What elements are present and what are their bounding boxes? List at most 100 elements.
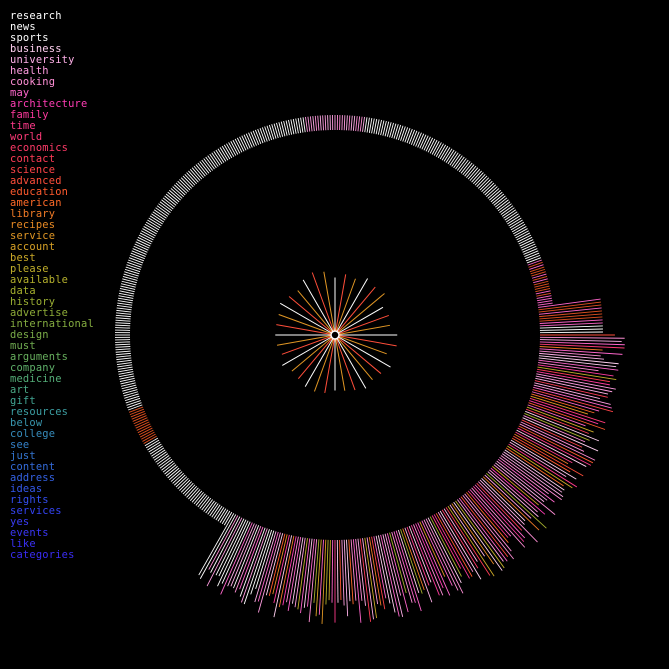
ring-spoke [348, 115, 351, 131]
legend-item-history[interactable]: history [10, 296, 56, 308]
ring-spoke [522, 245, 537, 253]
ring-spoke [375, 535, 391, 604]
ring-spoke [136, 423, 151, 431]
legend-item-arguments[interactable]: arguments [10, 351, 69, 363]
legend-item-categories[interactable]: categories [10, 549, 75, 561]
legend-item-data[interactable]: data [10, 285, 36, 297]
ring-spoke [482, 182, 495, 194]
legend-item-business[interactable]: business [10, 43, 62, 55]
legend-item-contact[interactable]: contact [10, 153, 56, 165]
ring-spoke [535, 290, 551, 295]
ring-spoke [297, 538, 308, 610]
ring-spoke [120, 283, 136, 288]
ring-spoke [115, 343, 131, 346]
legend-item-gift[interactable]: gift [10, 395, 36, 407]
ring-spoke [264, 126, 270, 141]
ring-spoke [532, 389, 614, 413]
legend-item-below[interactable]: below [10, 417, 43, 429]
legend-item-available[interactable]: available [10, 274, 69, 286]
legend-item-account[interactable]: account [10, 241, 56, 253]
legend-item-events[interactable]: events [10, 527, 49, 539]
ring-spoke [159, 458, 173, 469]
legend-item-best[interactable]: best [10, 252, 36, 264]
ring-spoke [359, 538, 372, 622]
ring-spoke [272, 534, 288, 595]
legend-item-science[interactable]: science [10, 164, 56, 176]
ring-spoke [203, 158, 214, 171]
legend-item-resources[interactable]: resources [10, 406, 69, 418]
legend-item-rights[interactable]: rights [10, 494, 49, 506]
burst-spoke [334, 334, 397, 347]
ring-spoke [118, 295, 134, 299]
ring-spoke [131, 250, 146, 257]
burst-spoke [334, 334, 382, 374]
ring-spoke [180, 481, 193, 493]
ring-spoke [509, 441, 567, 478]
legend-item-research[interactable]: research [10, 10, 62, 22]
legend-item-like[interactable]: like [10, 538, 36, 550]
ring-spoke [435, 143, 444, 157]
legend-item-time[interactable]: time [10, 120, 36, 132]
legend-item-service[interactable]: service [10, 230, 56, 242]
ring-spoke [170, 188, 183, 199]
ring-spoke [538, 298, 601, 308]
ring-spoke [215, 507, 225, 521]
ring-spoke [135, 241, 150, 249]
burst-spoke [334, 334, 373, 381]
legend-item-advanced[interactable]: advanced [10, 175, 62, 187]
legend-item-library[interactable]: library [10, 208, 56, 220]
ring-spoke [486, 472, 547, 529]
ring-spoke [134, 419, 149, 427]
legend-item-please[interactable]: please [10, 263, 49, 275]
ring-spoke [129, 408, 145, 416]
ring-spoke [380, 534, 400, 617]
ring-spoke [467, 490, 509, 538]
legend-item-services[interactable]: services [10, 505, 62, 517]
legend-item-see[interactable]: see [10, 439, 30, 451]
ring-spoke [226, 143, 235, 157]
ring-spoke [115, 350, 131, 353]
legend-item-american[interactable]: american [10, 197, 62, 209]
legend-item-address[interactable]: address [10, 472, 56, 484]
ring-spoke [122, 276, 138, 281]
ring-spoke [142, 228, 156, 237]
legend-item-recipes[interactable]: recipes [10, 219, 56, 231]
legend-item-may[interactable]: may [10, 87, 30, 99]
ring-spoke [169, 189, 181, 201]
ring-spoke [205, 500, 215, 514]
legend-item-company[interactable]: company [10, 362, 56, 374]
legend-item-news[interactable]: news [10, 21, 36, 33]
legend-item-sports[interactable]: sports [10, 32, 49, 44]
legend-item-cooking[interactable]: cooking [10, 76, 56, 88]
legend-item-economics[interactable]: economics [10, 142, 69, 154]
legend-item-content[interactable]: content [10, 461, 56, 473]
ring-spoke [145, 439, 160, 449]
ring-spoke [537, 364, 614, 377]
legend-item-just[interactable]: just [10, 450, 36, 462]
ring-spoke [128, 404, 143, 411]
ring-spoke [158, 456, 171, 467]
legend-item-architecture[interactable]: architecture [10, 98, 88, 110]
legend-item-medicine[interactable]: medicine [10, 373, 62, 385]
ring-spoke [481, 477, 526, 522]
legend-item-design[interactable]: design [10, 329, 49, 341]
legend-item-university[interactable]: university [10, 54, 75, 66]
ring-spoke [497, 201, 511, 212]
ring-spoke [211, 152, 221, 166]
legend-item-yes[interactable]: yes [10, 516, 30, 528]
legend-item-must[interactable]: must [10, 340, 36, 352]
legend-item-world[interactable]: world [10, 131, 43, 143]
legend-item-ideas[interactable]: ideas [10, 483, 43, 495]
legend-item-education[interactable]: education [10, 186, 69, 198]
legend-item-advertise[interactable]: advertise [10, 307, 69, 319]
ring-spoke [341, 539, 345, 606]
legend-item-family[interactable]: family [10, 109, 49, 121]
legend-item-art[interactable]: art [10, 384, 30, 396]
ring-spoke [477, 481, 538, 543]
ring-spoke [449, 504, 485, 557]
legend-item-college[interactable]: college [10, 428, 56, 440]
legend-item-health[interactable]: health [10, 65, 49, 77]
ring-spoke [451, 153, 461, 167]
legend-item-international[interactable]: international [10, 318, 94, 330]
ring-spoke [219, 147, 229, 161]
